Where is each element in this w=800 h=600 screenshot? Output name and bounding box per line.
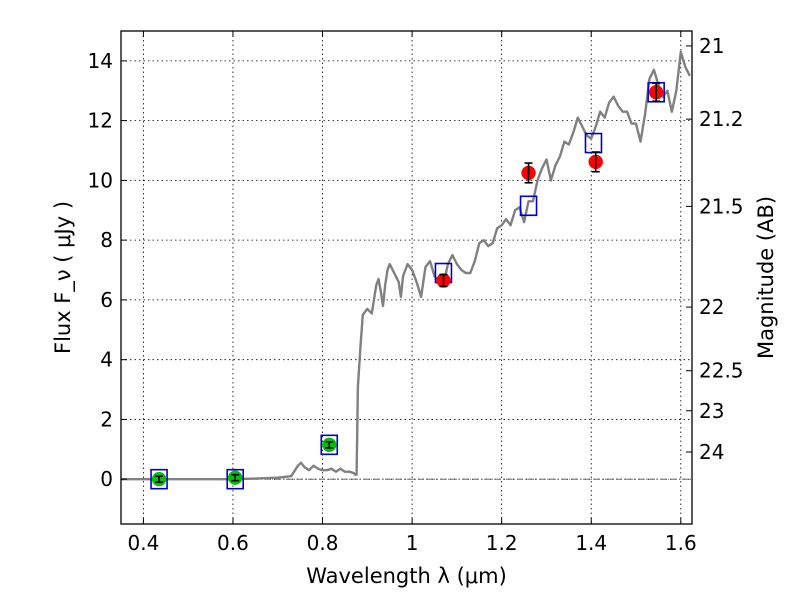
right-tick-label: 23	[699, 399, 724, 423]
right-tick-label: 22	[699, 295, 724, 319]
x-tick-label: 0.6	[217, 531, 249, 555]
x-axis: 0.4 0.6 0.8 1 1.2 1.4 1.6	[127, 31, 697, 555]
model-flux-square	[150, 468, 168, 490]
y-tick-label: 12	[88, 109, 113, 133]
y-tick-label: 0	[100, 467, 113, 491]
y-tick-label: 6	[100, 288, 113, 312]
model-flux-square	[226, 468, 244, 490]
model-flux-square	[320, 434, 339, 456]
model-spectrum-line	[121, 50, 691, 481]
y-axis-label: Flux F_ν ( μJy )	[51, 201, 76, 354]
model-flux-square	[519, 195, 538, 217]
y-axis-left: 0 2 4 6 8 10 12 14	[88, 49, 127, 491]
right-tick-label: 21.5	[699, 194, 744, 218]
plot-frame	[120, 30, 693, 525]
grid	[121, 31, 692, 524]
model-spectrum	[121, 50, 692, 481]
right-tick-label: 21.2	[699, 107, 744, 131]
right-tick-label: 24	[699, 440, 724, 464]
y-tick-label: 14	[88, 49, 113, 73]
x-tick-label: 1.2	[486, 531, 518, 555]
x-tick-label: 1.6	[665, 531, 697, 555]
right-tick-label: 22.5	[699, 359, 744, 383]
photometry-points	[150, 81, 665, 490]
x-tick-label: 0.4	[127, 531, 159, 555]
x-tick-label: 1.4	[575, 531, 607, 555]
y-tick-label: 2	[100, 407, 113, 431]
y-axis-right: 21 21.2 21.5 22 22.5 23 24	[686, 34, 744, 464]
x-tick-label: 1	[406, 531, 419, 555]
y-axis-right-label: Magnitude (AB)	[754, 196, 778, 359]
x-tick-label: 0.8	[307, 531, 339, 555]
y-tick-label: 4	[100, 348, 113, 372]
x-axis-label: Wavelength λ (μm)	[306, 564, 507, 588]
y-tick-label: 10	[88, 168, 113, 192]
y-tick-label: 8	[100, 228, 113, 252]
right-tick-label: 21	[699, 34, 724, 58]
